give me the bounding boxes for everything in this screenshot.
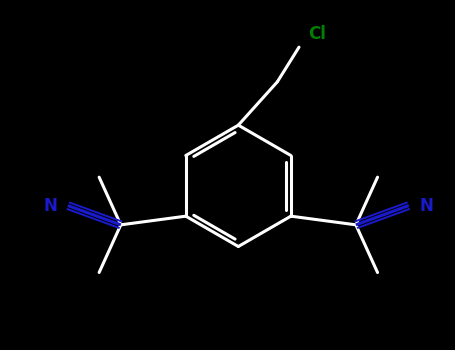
Text: N: N bbox=[43, 197, 57, 215]
Text: Cl: Cl bbox=[308, 25, 325, 43]
Text: N: N bbox=[420, 197, 434, 215]
